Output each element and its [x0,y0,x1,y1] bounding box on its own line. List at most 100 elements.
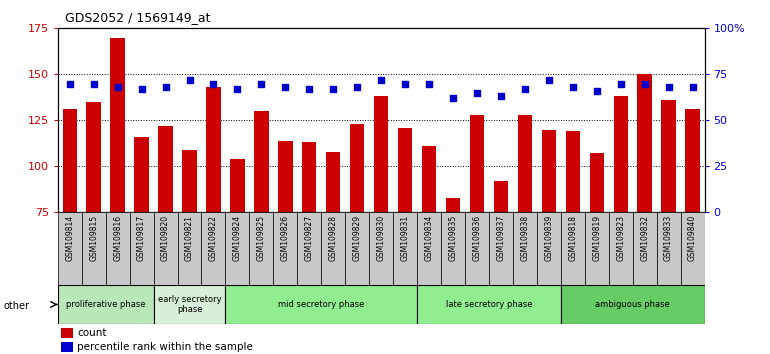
Text: GSM109825: GSM109825 [257,215,266,261]
Bar [135,137,149,212]
Bar [441,212,465,285]
Bar [393,212,417,285]
Point [207,81,219,86]
Bar [541,130,556,212]
Text: GSM109830: GSM109830 [377,215,386,261]
Text: GSM109821: GSM109821 [185,215,194,261]
Bar [584,212,609,285]
Point [567,84,579,90]
Point [399,81,411,86]
Point [470,90,483,96]
Text: GSM109839: GSM109839 [544,215,554,261]
Text: ambiguous phase: ambiguous phase [595,300,670,309]
Bar [230,159,245,212]
Text: other: other [4,301,30,311]
Bar [105,212,129,285]
Text: GSM109831: GSM109831 [400,215,410,261]
Text: late secretory phase: late secretory phase [446,300,532,309]
Bar [62,109,77,212]
Text: GSM109832: GSM109832 [640,215,649,261]
Point [231,86,243,92]
Bar [350,124,364,212]
Bar [633,212,657,285]
Bar [58,285,153,324]
Text: GSM109835: GSM109835 [448,215,457,261]
Point [280,84,292,90]
Bar [638,74,652,212]
Point [662,84,675,90]
Point [255,81,267,86]
Bar [681,212,705,285]
Text: GSM109822: GSM109822 [209,215,218,261]
Text: GDS2052 / 1569149_at: GDS2052 / 1569149_at [65,11,211,24]
Bar [561,212,584,285]
Bar [226,212,249,285]
Text: GSM109823: GSM109823 [616,215,625,261]
Text: GSM109833: GSM109833 [664,215,673,261]
Bar [159,126,172,212]
Text: GSM109834: GSM109834 [424,215,434,261]
Point [159,84,172,90]
Bar [489,212,513,285]
Point [375,77,387,83]
Bar [470,115,484,212]
Point [423,81,435,86]
Text: early secretory
phase: early secretory phase [158,295,221,314]
Bar [321,212,345,285]
Bar [178,212,202,285]
Point [519,86,531,92]
Point [136,86,148,92]
Bar [614,96,628,212]
Bar [446,198,460,212]
Point [88,81,100,86]
Bar [254,111,269,212]
Bar [422,146,437,212]
Bar [566,131,580,212]
Bar [561,285,705,324]
Point [327,86,340,92]
Bar [513,212,537,285]
Point [303,86,316,92]
Point [183,77,196,83]
Bar [609,212,633,285]
Bar [110,38,125,212]
Point [686,84,698,90]
Bar [465,212,489,285]
Bar [302,142,316,212]
Point [351,84,363,90]
Text: GSM109840: GSM109840 [688,215,697,261]
Text: GSM109826: GSM109826 [281,215,290,261]
Bar [82,212,105,285]
Point [591,88,603,94]
Bar [590,154,604,212]
Bar [685,109,700,212]
Point [112,84,124,90]
Bar [657,212,681,285]
Bar [226,285,417,324]
Bar [86,102,101,212]
Point [614,81,627,86]
Text: GSM109816: GSM109816 [113,215,122,261]
Point [543,77,555,83]
Bar [61,342,72,353]
Bar [537,212,561,285]
Bar [129,212,153,285]
Text: GSM109814: GSM109814 [65,215,74,261]
Bar [374,96,388,212]
Point [447,96,459,101]
Text: GSM109815: GSM109815 [89,215,99,261]
Bar [58,212,82,285]
Text: GSM109827: GSM109827 [305,215,314,261]
Text: GSM109829: GSM109829 [353,215,362,261]
Bar [273,212,297,285]
Point [638,81,651,86]
Point [64,81,76,86]
Text: GSM109838: GSM109838 [521,215,530,261]
Bar [182,150,196,212]
Text: GSM109819: GSM109819 [592,215,601,261]
Text: count: count [77,328,107,338]
Bar [417,212,441,285]
Text: mid secretory phase: mid secretory phase [278,300,364,309]
Bar [153,212,178,285]
Text: GSM109828: GSM109828 [329,215,338,261]
